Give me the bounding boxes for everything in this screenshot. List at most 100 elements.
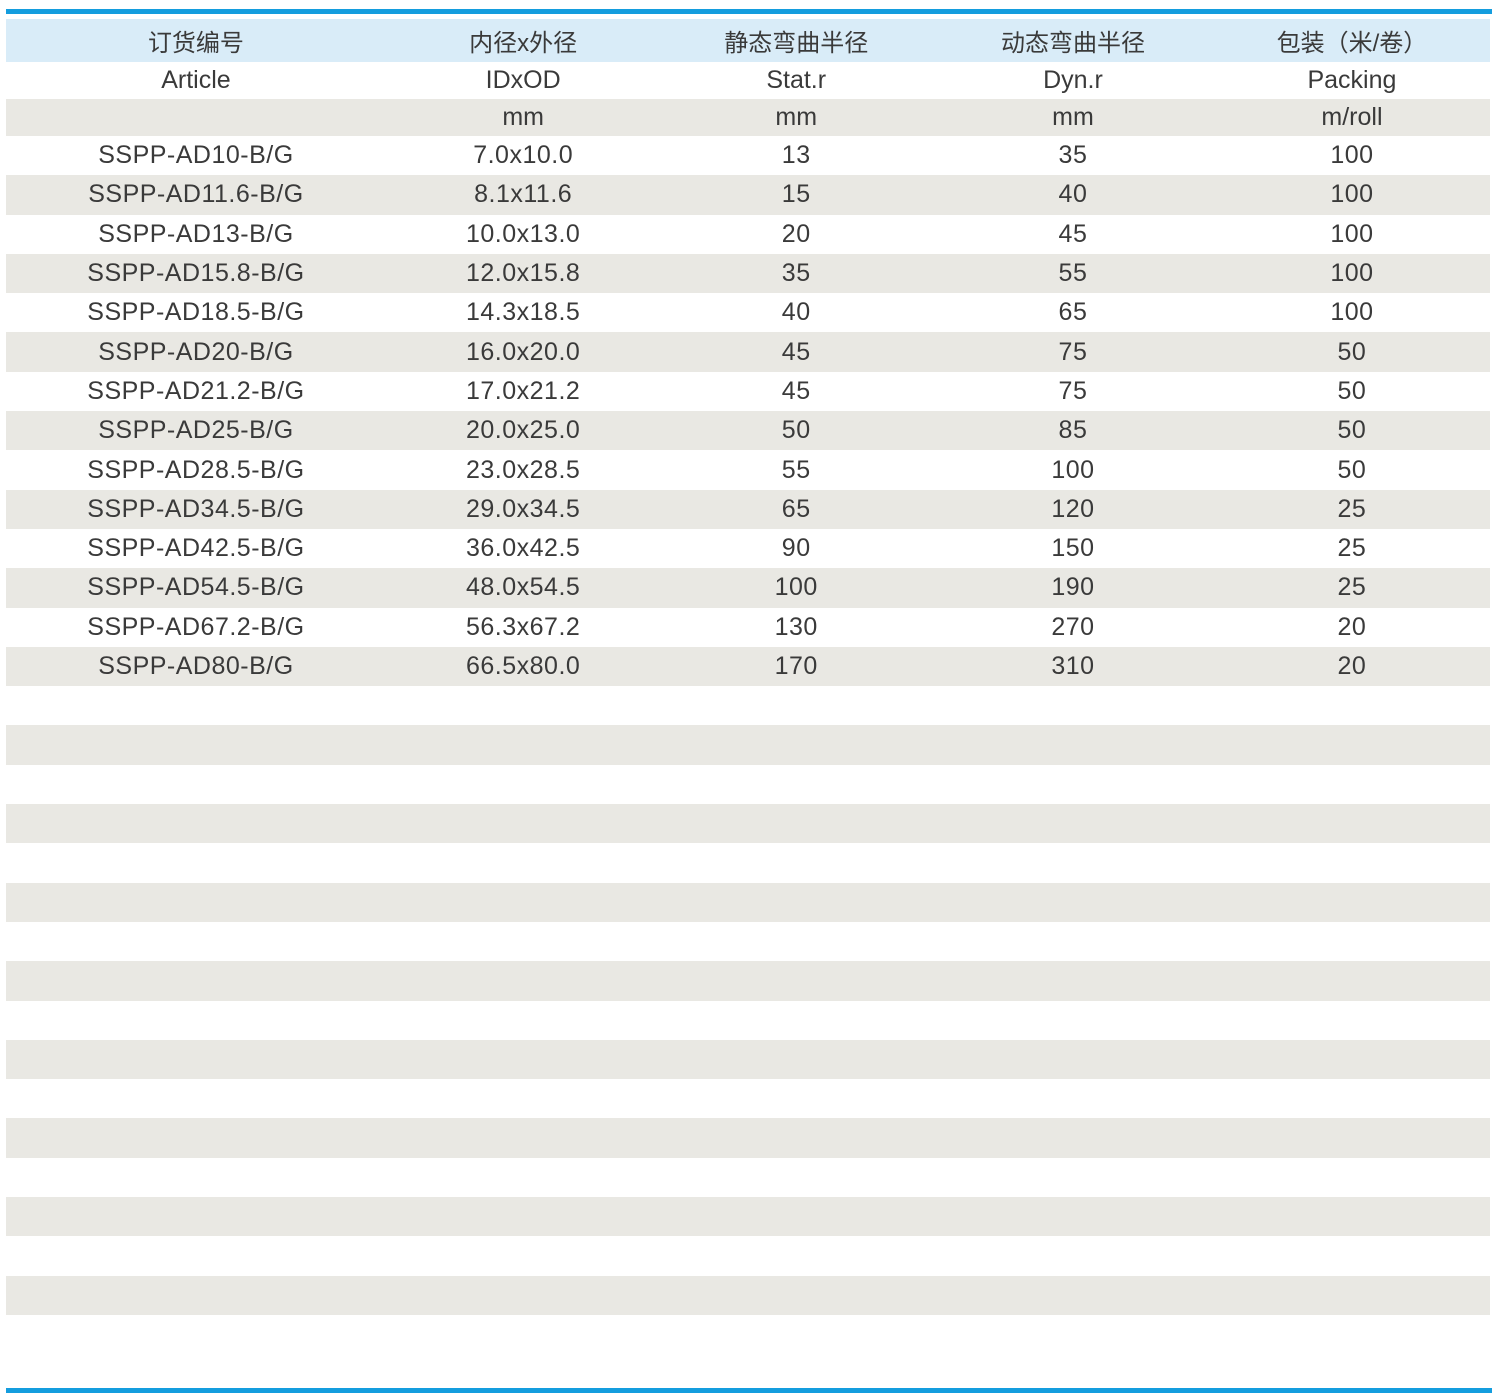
cell-statr: 20 — [781, 219, 811, 248]
cell-article: SSPP-AD11.6-B/G — [88, 180, 304, 209]
table-row: SSPP-AD34.5-B/G 29.0x34.5 65 120 25 — [6, 489, 1490, 529]
cell-dynr: 75 — [1058, 376, 1088, 405]
cell-article: SSPP-AD54.5-B/G — [87, 573, 305, 602]
table-header-en: Article IDxOD Stat.r Dyn.r Packing — [6, 62, 1490, 99]
cell-dynr: 85 — [1058, 416, 1088, 445]
cell-statr: 100 — [774, 573, 818, 602]
empty-row — [6, 1039, 1490, 1080]
cell-statr: 90 — [781, 534, 811, 563]
cell-idxod: 36.0x42.5 — [465, 534, 581, 563]
cell-packing: 25 — [1337, 494, 1367, 523]
header-idxod-en: IDxOD — [485, 66, 561, 94]
table-empty-rows — [6, 686, 1490, 1315]
cell-idxod: 20.0x25.0 — [465, 416, 581, 445]
cell-dynr: 310 — [1051, 652, 1095, 680]
table-row: SSPP-AD18.5-B/G 14.3x18.5 40 65 100 — [6, 293, 1490, 333]
empty-row — [6, 686, 1490, 726]
empty-row — [6, 1157, 1490, 1198]
cell-statr: 45 — [781, 337, 811, 366]
cell-dynr: 150 — [1051, 534, 1095, 563]
cell-article: SSPP-AD34.5-B/G — [87, 494, 305, 523]
header-packing-zh: 包装（米/卷） — [1276, 30, 1428, 57]
cell-idxod: 10.0x13.0 — [465, 219, 581, 248]
cell-article: SSPP-AD10-B/G — [98, 141, 294, 170]
unit-dynr: mm — [1052, 103, 1094, 131]
cell-article: SSPP-AD42.5-B/G — [87, 534, 305, 563]
empty-row — [6, 725, 1490, 765]
cell-article: SSPP-AD13-B/G — [98, 219, 294, 248]
table-row: SSPP-AD13-B/G 10.0x13.0 20 45 100 — [6, 214, 1490, 254]
cell-packing: 100 — [1330, 180, 1374, 209]
cell-statr: 40 — [781, 298, 811, 327]
cell-idxod: 66.5x80.0 — [465, 652, 581, 680]
empty-row — [6, 921, 1490, 962]
cell-idxod: 23.0x28.5 — [465, 455, 581, 484]
cell-statr: 130 — [774, 612, 818, 641]
cell-packing: 25 — [1337, 534, 1367, 563]
unit-article — [6, 99, 386, 136]
cell-statr: 15 — [781, 180, 811, 209]
table-row: SSPP-AD11.6-B/G 8.1x11.6 15 40 100 — [6, 175, 1490, 215]
cell-idxod: 56.3x67.2 — [465, 612, 581, 641]
cell-idxod: 16.0x20.0 — [465, 337, 581, 366]
cell-idxod: 29.0x34.5 — [465, 494, 581, 523]
cell-article: SSPP-AD20-B/G — [98, 337, 294, 366]
table-row: SSPP-AD21.2-B/G 17.0x21.2 45 75 50 — [6, 371, 1490, 412]
table-row: SSPP-AD54.5-B/G 48.0x54.5 100 190 25 — [6, 568, 1490, 608]
cell-idxod: 17.0x21.2 — [465, 376, 581, 405]
empty-row — [6, 764, 1490, 805]
cell-packing: 100 — [1330, 219, 1374, 248]
unit-statr: mm — [775, 103, 818, 131]
empty-row — [6, 843, 1490, 883]
header-article-en: Article — [161, 66, 231, 94]
header-statr-zh: 静态弯曲半径 — [724, 30, 869, 57]
cell-packing: 25 — [1337, 573, 1367, 602]
cell-idxod: 14.3x18.5 — [465, 298, 581, 327]
cell-statr: 35 — [781, 259, 811, 288]
spec-table: 订货编号 内径x外径 静态弯曲半径 动态弯曲半径 包装（米/卷） Article… — [6, 19, 1490, 1315]
cell-packing: 20 — [1337, 612, 1367, 641]
table-header-zh: 订货编号 内径x外径 静态弯曲半径 动态弯曲半径 包装（米/卷） — [6, 19, 1490, 62]
cell-idxod: 48.0x54.5 — [465, 573, 581, 602]
cell-dynr: 75 — [1058, 337, 1088, 366]
table-row: SSPP-AD25-B/G 20.0x25.0 50 85 50 — [6, 411, 1490, 451]
cell-article: SSPP-AD25-B/G — [98, 416, 294, 445]
cell-article: SSPP-AD80-B/G — [98, 652, 294, 680]
table-row: SSPP-AD20-B/G 16.0x20.0 45 75 50 — [6, 332, 1490, 372]
table-row: SSPP-AD28.5-B/G 23.0x28.5 55 100 50 — [6, 450, 1490, 490]
cell-article: SSPP-AD67.2-B/G — [87, 612, 305, 641]
unit-idxod: mm — [502, 103, 544, 131]
cell-article: SSPP-AD28.5-B/G — [87, 455, 305, 484]
empty-row — [6, 1275, 1490, 1315]
header-idxod-zh: 内径x外径 — [469, 30, 578, 57]
table-row: SSPP-AD80-B/G 66.5x80.0 170 310 20 — [6, 646, 1490, 687]
cell-dynr: 55 — [1058, 259, 1088, 288]
top-accent-rule — [6, 9, 1492, 14]
header-dynr-zh: 动态弯曲半径 — [1000, 30, 1145, 57]
cell-dynr: 190 — [1051, 573, 1095, 602]
header-article-zh: 订货编号 — [147, 30, 244, 57]
table-body: SSPP-AD10-B/G 7.0x10.0 13 35 100 SSPP-AD11.6-… — [6, 136, 1490, 687]
table-row: SSPP-AD15.8-B/G 12.0x15.8 35 55 100 — [6, 253, 1490, 294]
cell-dynr: 65 — [1058, 298, 1088, 327]
cell-statr: 170 — [774, 652, 818, 680]
empty-row — [6, 1118, 1490, 1158]
table-row: SSPP-AD67.2-B/G 56.3x67.2 130 270 20 — [6, 607, 1490, 647]
empty-row — [6, 1079, 1490, 1119]
cell-statr: 65 — [781, 494, 811, 523]
cell-article: SSPP-AD15.8-B/G — [87, 259, 305, 288]
table-row: SSPP-AD10-B/G 7.0x10.0 13 35 100 — [6, 136, 1490, 176]
table-header-units: mm mm mm m/roll — [6, 99, 1490, 136]
empty-row — [6, 1197, 1490, 1237]
empty-row — [6, 961, 1490, 1001]
empty-row — [6, 1000, 1490, 1040]
header-dynr-en: Dyn.r — [1043, 66, 1103, 94]
cell-statr: 45 — [781, 376, 811, 405]
cell-dynr: 270 — [1051, 612, 1095, 641]
cell-idxod: 7.0x10.0 — [473, 141, 574, 170]
cell-dynr: 40 — [1058, 180, 1088, 209]
table-row: SSPP-AD42.5-B/G 36.0x42.5 90 150 25 — [6, 528, 1490, 569]
empty-row — [6, 1236, 1490, 1276]
unit-packing: m/roll — [1321, 103, 1383, 131]
cell-idxod: 12.0x15.8 — [465, 259, 581, 288]
